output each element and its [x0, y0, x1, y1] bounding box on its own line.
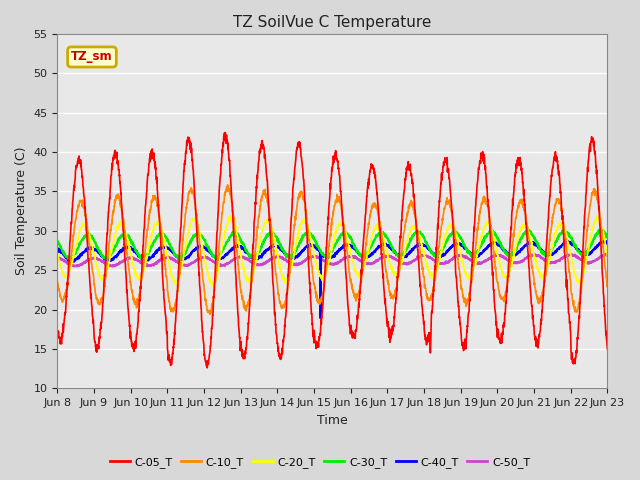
C-50_T — [493, 253, 500, 259]
C-20_T — [349, 258, 356, 264]
Legend: C-05_T, C-10_T, C-20_T, C-30_T, C-40_T, C-50_T: C-05_T, C-10_T, C-20_T, C-30_T, C-40_T, … — [106, 452, 534, 472]
C-10_T — [224, 182, 232, 188]
C-05_T — [54, 327, 61, 333]
Line: C-05_T: C-05_T — [58, 132, 607, 368]
C-10_T — [54, 278, 61, 284]
Line: C-50_T: C-50_T — [58, 254, 607, 266]
C-20_T — [207, 278, 214, 284]
C-10_T — [556, 201, 563, 207]
C-05_T — [556, 171, 563, 177]
C-40_T — [493, 241, 500, 247]
C-10_T — [361, 250, 369, 255]
C-30_T — [524, 227, 532, 232]
C-40_T — [317, 315, 324, 321]
C-20_T — [228, 213, 236, 219]
Text: TZ_sm: TZ_sm — [71, 50, 113, 63]
C-20_T — [493, 246, 500, 252]
Line: C-40_T: C-40_T — [58, 241, 607, 318]
C-30_T — [54, 239, 61, 245]
C-50_T — [555, 257, 563, 263]
Title: TZ SoilVue C Temperature: TZ SoilVue C Temperature — [233, 15, 431, 30]
C-30_T — [360, 252, 368, 258]
C-05_T — [571, 360, 579, 366]
C-30_T — [493, 234, 500, 240]
C-05_T — [493, 324, 500, 330]
C-05_T — [221, 130, 229, 135]
C-05_T — [361, 223, 369, 228]
C-20_T — [209, 283, 216, 288]
Line: C-20_T: C-20_T — [58, 216, 607, 286]
C-20_T — [571, 271, 579, 276]
C-30_T — [571, 242, 579, 248]
C-50_T — [349, 254, 356, 260]
C-30_T — [349, 240, 356, 246]
C-50_T — [360, 260, 368, 266]
C-50_T — [207, 257, 215, 263]
C-30_T — [175, 257, 182, 263]
C-40_T — [349, 245, 356, 251]
C-50_T — [570, 252, 578, 258]
C-10_T — [604, 282, 611, 288]
C-10_T — [493, 276, 500, 282]
C-20_T — [54, 250, 61, 256]
Line: C-10_T: C-10_T — [58, 185, 607, 314]
C-40_T — [570, 242, 578, 248]
Y-axis label: Soil Temperature (C): Soil Temperature (C) — [15, 147, 28, 276]
C-50_T — [70, 264, 78, 269]
C-10_T — [207, 310, 215, 315]
C-40_T — [555, 246, 563, 252]
C-20_T — [361, 258, 369, 264]
C-20_T — [556, 221, 563, 227]
C-40_T — [604, 240, 611, 245]
C-40_T — [360, 254, 368, 260]
C-40_T — [207, 250, 214, 256]
C-10_T — [571, 308, 579, 313]
C-05_T — [604, 347, 611, 352]
C-05_T — [207, 334, 215, 340]
C-50_T — [604, 252, 611, 258]
C-40_T — [602, 238, 609, 244]
X-axis label: Time: Time — [317, 414, 348, 427]
C-30_T — [207, 250, 215, 256]
C-30_T — [604, 232, 611, 238]
C-05_T — [204, 365, 211, 371]
C-50_T — [603, 251, 611, 257]
C-10_T — [207, 312, 214, 317]
C-20_T — [604, 253, 611, 259]
Line: C-30_T: C-30_T — [58, 229, 607, 260]
C-50_T — [54, 256, 61, 262]
C-10_T — [349, 288, 356, 293]
C-30_T — [556, 233, 563, 239]
C-40_T — [54, 246, 61, 252]
C-05_T — [349, 329, 356, 335]
